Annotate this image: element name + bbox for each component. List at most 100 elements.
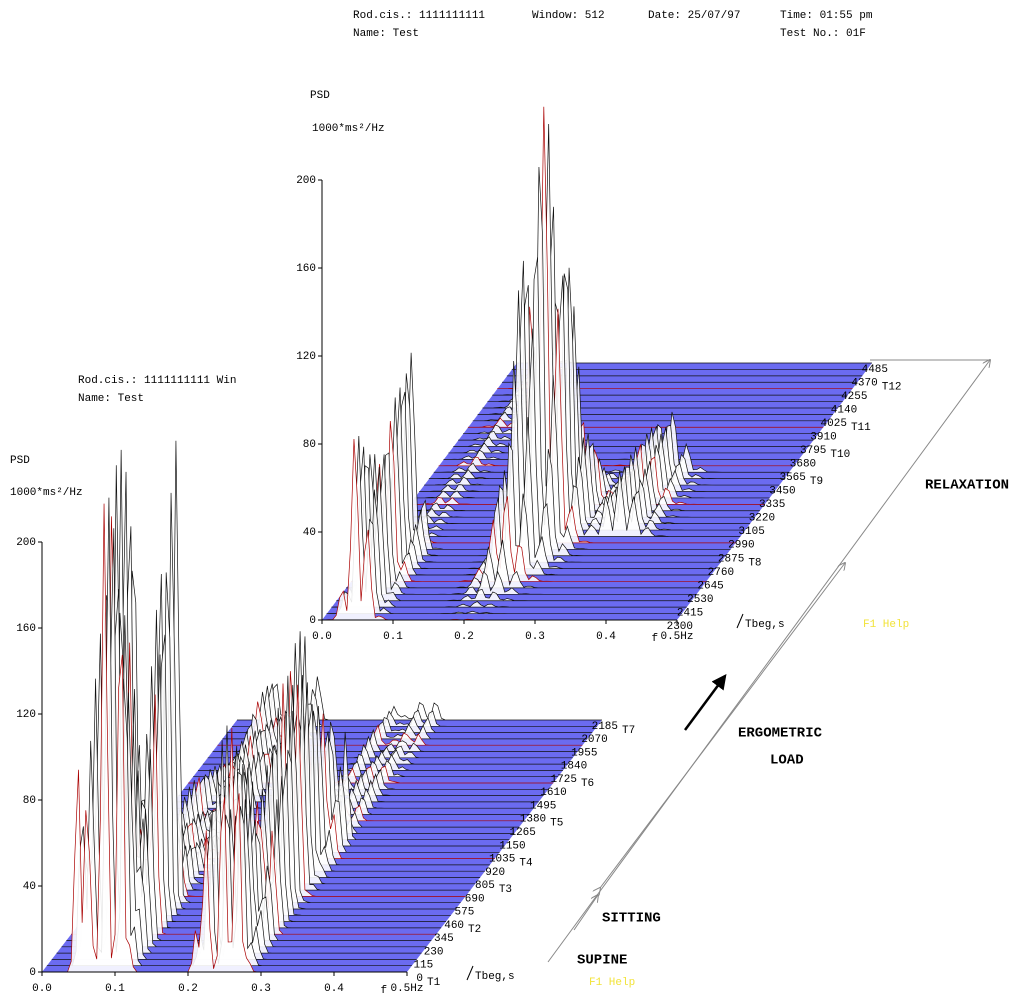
t-tick-label: 1380 — [520, 814, 546, 826]
stage-label: T7 — [622, 725, 635, 737]
t-tick-label: 920 — [485, 867, 505, 879]
stage-label: T5 — [550, 818, 563, 830]
t-tick-label: 3105 — [738, 526, 764, 538]
y-tick-label: 40 — [303, 527, 316, 539]
x-tick-label: 0.1 — [105, 983, 125, 995]
t-tick-label: 1840 — [561, 761, 587, 773]
x-tick-label: 0.4 — [324, 983, 344, 995]
x-tick-label: 0.4 — [596, 631, 616, 643]
t-tick-label: 4255 — [841, 391, 867, 403]
stage-label: T2 — [468, 924, 481, 936]
t-tick-label: 4485 — [862, 364, 888, 376]
y-tick-label: 160 — [16, 623, 36, 635]
t-label: Tbeg,s — [475, 971, 515, 983]
x-tick-label: 0.0 — [32, 983, 52, 995]
header-time: Time: 01:55 pm — [780, 10, 873, 22]
stage-label: T6 — [581, 778, 594, 790]
t-tick-label: 4140 — [831, 404, 857, 416]
y-unit: 1000*ms²/Hz — [10, 487, 83, 499]
overlap-header: Rod.cis.: 1111111111 Win — [78, 375, 236, 387]
annotation: RELAXATION — [925, 478, 1009, 494]
help-label: F1 Help — [863, 619, 909, 631]
t-tick-label: 2645 — [697, 580, 723, 592]
stage-label: T3 — [499, 884, 512, 896]
help-label: F1 Help — [589, 977, 635, 989]
header-test-no: Test No.: 01F — [780, 28, 866, 40]
x-tick-label: 0.3 — [251, 983, 271, 995]
x-tick-label: 0.0 — [312, 631, 332, 643]
t-tick-label: 690 — [465, 893, 485, 905]
t-tick-label: 2300 — [667, 621, 693, 633]
stage-label: T11 — [851, 422, 871, 434]
t-tick-label: 1265 — [509, 827, 535, 839]
header-name: Name: Test — [353, 28, 419, 40]
y-tick-label: 200 — [16, 537, 36, 549]
header-window: Window: 512 — [532, 10, 605, 22]
t-tick-label: 2990 — [728, 540, 754, 552]
arrow-line — [574, 895, 598, 930]
t-tick-label: 1955 — [571, 747, 597, 759]
t-label: Tbeg,s — [745, 619, 785, 631]
y-tick-label: 40 — [23, 881, 36, 893]
stage-label: T4 — [519, 858, 533, 870]
t-tick-label: 345 — [434, 933, 454, 945]
t-tick-label: 1035 — [489, 854, 515, 866]
y-label: PSD — [10, 455, 30, 467]
t-tick-label: 3220 — [749, 513, 775, 525]
t-tick-label: 3795 — [800, 445, 826, 457]
t-tick-label: 4025 — [821, 418, 847, 430]
y-tick-label: 120 — [16, 709, 36, 721]
stage-label: T1 — [427, 977, 441, 989]
t-tick-label: 575 — [455, 907, 475, 919]
stage-label: T8 — [748, 557, 761, 569]
annotation: SUPINE — [577, 953, 627, 969]
x-tick-label: 0.3 — [525, 631, 545, 643]
annotation: SITTING — [602, 911, 661, 927]
stage-label: T12 — [882, 381, 902, 393]
y-unit: 1000*ms²/Hz — [312, 123, 385, 135]
y-tick-label: 0 — [29, 967, 36, 979]
t-tick-label: 1495 — [530, 800, 556, 812]
t-tick-label: 3680 — [790, 459, 816, 471]
header-date: Date: 25/07/97 — [648, 10, 740, 22]
x-label: f — [381, 985, 388, 997]
t-tick-label: 1725 — [551, 774, 577, 786]
x-tick-label: 0.2 — [178, 983, 198, 995]
screen: 0 40 80 120 160 200 PSD 1000*ms²/Hz 0.0 0.1 0.2 0.3… — [0, 0, 1032, 997]
t-tick-label: 2875 — [718, 553, 744, 565]
t-tick-label: 1150 — [499, 840, 525, 852]
t-tick-label: 3450 — [769, 486, 795, 498]
x-tick-label: 0.2 — [454, 631, 474, 643]
t-tick-label: 2415 — [677, 607, 703, 619]
t-tick-label: 2760 — [708, 567, 734, 579]
t-tick-label: 4370 — [851, 377, 877, 389]
overlap-header: Name: Test — [78, 393, 144, 405]
bold-arrow — [685, 676, 725, 730]
tbeg-arrow — [467, 966, 473, 980]
y-tick-label: 80 — [303, 439, 316, 451]
t-tick-label: 0 — [416, 973, 423, 985]
header-rod: Rod.cis.: 1111111111 — [353, 10, 485, 22]
t-tick-label: 1610 — [540, 787, 566, 799]
y-tick-label: 160 — [296, 263, 316, 275]
y-tick-label: 80 — [23, 795, 36, 807]
t-tick-label: 3335 — [759, 499, 785, 511]
t-tick-label: 3910 — [810, 432, 836, 444]
y-tick-label: 0 — [309, 615, 316, 627]
tbeg-arrow — [737, 614, 743, 628]
t-tick-label: 805 — [475, 880, 495, 892]
t-tick-label: 2070 — [581, 734, 607, 746]
y-tick-label: 200 — [296, 175, 316, 187]
t-tick-label: 2185 — [592, 721, 618, 733]
t-tick-label: 115 — [413, 960, 433, 972]
t-tick-label: 460 — [444, 920, 464, 932]
stage-label: T9 — [810, 476, 823, 488]
x-label: f — [652, 633, 659, 645]
t-tick-label: 3565 — [779, 472, 805, 484]
y-tick-label: 120 — [296, 351, 316, 363]
t-tick-label: 2530 — [687, 594, 713, 606]
annotation: ERGOMETRIC — [738, 726, 823, 742]
stage-label: T10 — [830, 449, 850, 461]
t-tick-label: 230 — [424, 946, 444, 958]
